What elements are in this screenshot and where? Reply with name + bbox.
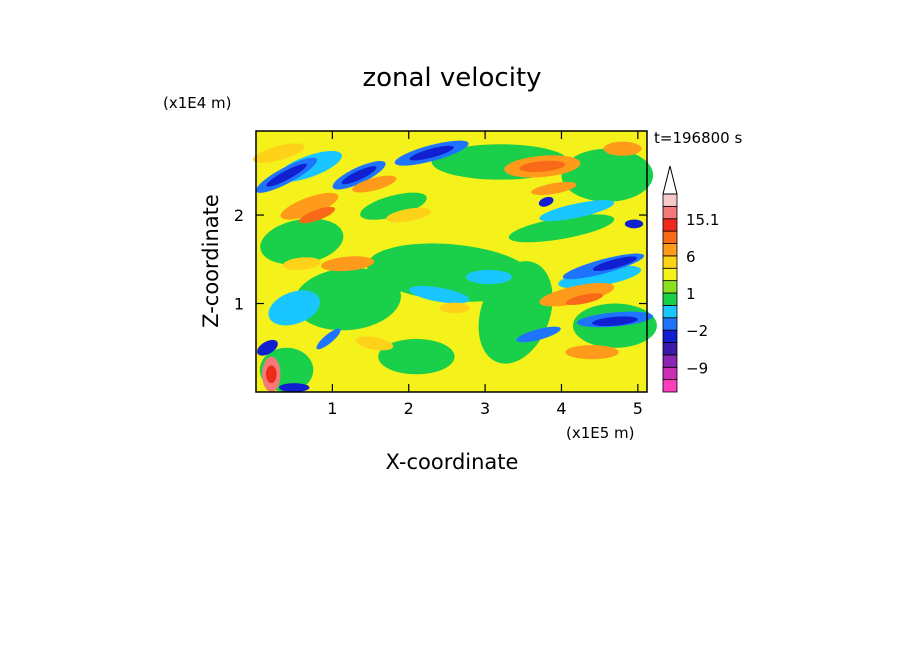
y-axis-label: Z-coordinate [199,194,223,328]
colorbar-tick-label: 15.1 [686,211,719,229]
colorbar-segment [662,280,678,294]
x-tick-label: 2 [404,399,414,418]
colorbar-segment [662,379,678,393]
colorbar-segment [662,366,678,381]
colorbar-extend-arrow [662,165,678,195]
velocity-contour [531,181,577,196]
x-axis-label: X-coordinate [386,450,519,474]
colorbar-tick-label: 6 [686,248,696,266]
velocity-contour [538,196,554,207]
colorbar-segment [662,317,678,331]
velocity-contour [253,143,305,163]
velocity-contour [321,256,375,272]
velocity-contour [280,192,339,220]
colorbar-segment [662,205,678,220]
velocity-contour [409,285,470,304]
time-label: t=196800 s [654,129,742,147]
x-axis: 1 2 3 4 5 [327,131,643,418]
velocity-contour [265,365,277,384]
velocity-contour [268,290,320,326]
velocity-contour [386,207,432,223]
x-tick-label: 1 [327,399,337,418]
x-tick-label: 5 [633,399,643,418]
velocity-contour [565,293,604,305]
velocity-contour [603,141,642,156]
y-tick-label: 1 [234,295,244,314]
velocity-contour [266,163,307,187]
colorbar-tick-label: −2 [686,322,708,340]
velocity-contour [341,166,377,185]
velocity-contour [539,200,615,222]
velocity-contour [260,218,344,265]
colorbar-segment [662,342,678,356]
velocity-contour [355,336,394,351]
x-tick-label: 3 [480,399,490,418]
velocity-field [253,131,657,392]
velocity-contour [592,256,638,272]
colorbar-segment [662,329,678,343]
velocity-contour [565,345,619,360]
colorbar-segment [662,255,678,269]
velocity-contour [539,282,615,307]
velocity-contour [409,145,454,161]
velocity-contour [508,214,615,243]
colorbar: 15.1 6 1 −2 −9 [662,165,719,393]
velocity-contour [294,267,401,331]
velocity-contour [439,302,470,314]
velocity-contour [466,269,512,285]
velocity-contour [592,316,638,327]
velocity-contour [257,339,278,356]
velocity-contour [624,219,644,229]
velocity-contour [299,206,336,224]
colorbar-segment [662,243,678,257]
velocity-contour [558,265,642,289]
velocity-contour [360,192,427,220]
velocity-contour [282,257,321,271]
y-tick-label: 2 [234,206,244,225]
velocity-contour [519,160,566,173]
colorbar-tick-label: 1 [686,285,696,303]
chart-title: zonal velocity [362,63,541,93]
colorbar-segment [662,193,678,207]
plot-frame [255,130,648,393]
colorbar-segment [662,267,678,282]
x-tick-label: 4 [556,399,566,418]
colorbar-segment [662,218,678,232]
x-unit-label: (x1E5 m) [566,424,635,442]
colorbar-segment [662,304,678,319]
colorbar-segment [662,354,678,368]
colorbar-tick-label: −9 [686,359,708,377]
y-axis: 12 [234,206,647,314]
y-unit-label: (x1E4 m) [163,94,232,112]
colorbar-segment [662,230,678,244]
velocity-contour [352,175,397,193]
colorbar-segment [662,292,678,306]
velocity-contour [316,328,341,350]
velocity-contour [278,383,310,392]
velocity-contour [561,148,654,202]
velocity-contour [378,338,455,375]
velocity-contour [516,326,561,343]
